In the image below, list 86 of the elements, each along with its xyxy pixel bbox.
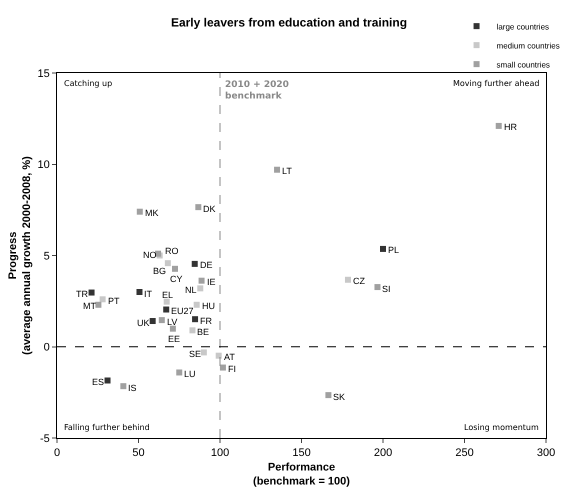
annotation: Losing momentum [464, 423, 539, 432]
y-axis-title: Progress (average annual growth 2000-2008, %) [6, 156, 34, 355]
x-axis-title: Performance (benchmark = 100) [253, 461, 350, 488]
annotation: PT [108, 296, 120, 306]
annotation: ES [92, 377, 104, 387]
annotation: SK [333, 392, 346, 402]
x-tick-label: 100 [210, 447, 230, 460]
legend-label: medium countries [496, 41, 560, 50]
annotation: DK [203, 204, 216, 214]
y-tick-label: -5 [40, 432, 50, 445]
annotation: HU [202, 301, 215, 311]
point [195, 204, 202, 210]
point [194, 302, 200, 308]
point [100, 296, 106, 302]
point [189, 327, 196, 334]
annotation: LU [184, 369, 196, 379]
annotation: TR [76, 289, 88, 299]
x-tick-label: 0 [54, 447, 60, 460]
annotation: FI [228, 364, 236, 374]
y-tick-label: 5 [44, 250, 50, 262]
annotation: CZ [353, 276, 366, 286]
point [136, 208, 143, 215]
annotation: NO [143, 250, 156, 260]
annotation: LT [282, 166, 292, 176]
point [344, 276, 351, 283]
annotation: NL [185, 285, 197, 295]
point [374, 284, 380, 290]
annotation: Catching up [64, 79, 112, 88]
annotation: UK [137, 318, 150, 328]
legend-label: large countries [496, 22, 550, 32]
annotation: CY [170, 274, 183, 284]
ref-line-label: 2010 + 2020 benchmark [225, 80, 289, 102]
annotation: PL [388, 245, 400, 255]
annotation: IT [144, 289, 152, 299]
y-tick-label: 0 [44, 342, 50, 354]
legend-label: small countries [496, 60, 550, 70]
x-tick-label: 150 [292, 447, 311, 460]
point [192, 260, 198, 267]
annotation: MK [145, 208, 158, 218]
point [88, 290, 95, 296]
annotation: EL [162, 290, 174, 300]
y-tick-label: 10 [38, 159, 50, 172]
point [496, 122, 502, 129]
point [150, 318, 156, 324]
annotation: BE [197, 327, 210, 337]
point [220, 364, 226, 371]
annotation: Falling further behind [64, 423, 150, 432]
annotation: IE [207, 277, 216, 287]
point [164, 260, 171, 266]
annotation: BG [153, 266, 166, 276]
point [198, 278, 205, 284]
annotation: HR [504, 122, 518, 132]
annotation: Moving further ahead [453, 79, 540, 88]
x-tick-label: 300 [536, 447, 556, 460]
chart-title: Early leavers from education and training [170, 16, 408, 30]
point [197, 285, 204, 292]
point [170, 326, 176, 332]
annotation: LV [167, 317, 178, 327]
point [172, 266, 178, 272]
point [274, 166, 280, 173]
point [325, 392, 332, 398]
x-tick-label: 50 [132, 447, 145, 460]
point [216, 352, 222, 359]
y-tick-label: 15 [38, 68, 50, 80]
point [380, 246, 386, 252]
point [163, 306, 170, 313]
annotation: SE [189, 349, 202, 359]
point [200, 349, 207, 356]
point [158, 317, 165, 324]
point [120, 383, 126, 390]
annotation: FR [200, 316, 212, 326]
point [104, 378, 111, 384]
annotation: MT [83, 301, 96, 311]
x-tick-label: 250 [455, 447, 474, 460]
point [192, 316, 198, 322]
point [136, 289, 142, 295]
annotation: EU27 [171, 306, 194, 316]
point [164, 298, 170, 305]
annotation: IS [128, 383, 137, 393]
x-tick-label: 200 [374, 447, 392, 460]
annotation: DE [200, 260, 213, 270]
annotation: AT [224, 352, 236, 362]
annotation: EE [168, 334, 180, 344]
point [176, 369, 182, 376]
annotation: RO [165, 246, 178, 256]
annotation: SI [382, 284, 391, 294]
